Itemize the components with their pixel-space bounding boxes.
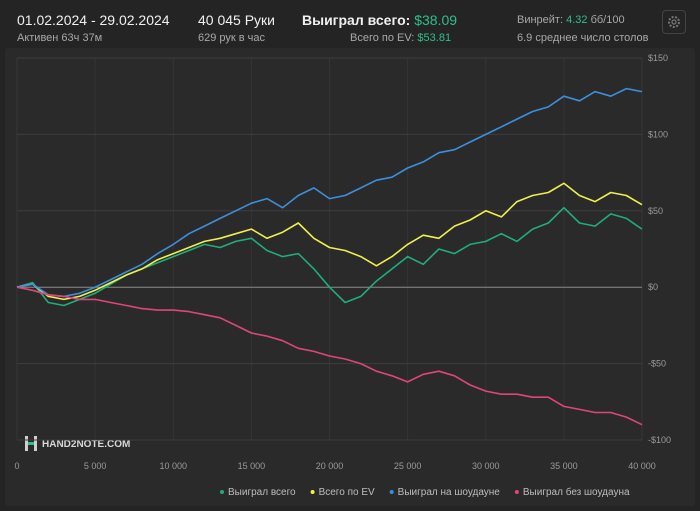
hands: 40 045 Руки <box>198 12 275 28</box>
legend-dot <box>310 490 315 494</box>
legend-item: Выиграл на шоудауне <box>389 487 501 498</box>
x-tick-label: 30 000 <box>472 461 500 471</box>
ev-total: Всего по EV: $53.81 <box>350 32 451 44</box>
x-tick-label: 5 000 <box>84 461 107 471</box>
legend-label: Выиграл на шоудауне <box>398 487 501 498</box>
ev-value: $53.81 <box>417 32 452 44</box>
x-tick-label: 0 <box>14 461 19 471</box>
y-tick-label: $0 <box>648 282 658 292</box>
settings-icon <box>668 16 680 28</box>
legend-dot <box>514 490 519 494</box>
series-line <box>16 182 643 301</box>
series-line <box>16 286 643 426</box>
x-tick-label: 40 000 <box>628 461 656 471</box>
x-tick-label: 35 000 <box>550 461 578 471</box>
x-tick-label: 10 000 <box>159 461 187 471</box>
winrate-unit: бб/100 <box>590 14 625 26</box>
winrate-label: Винрейт: <box>517 14 564 26</box>
legend-dot <box>220 490 224 494</box>
ev-label: Всего по EV: <box>350 32 415 44</box>
settings-button[interactable] <box>662 10 686 34</box>
won-total: Выиграл всего: $38.09 <box>302 12 457 28</box>
y-tick-label: $50 <box>648 206 663 216</box>
legend-label: Всего по EV <box>319 487 375 498</box>
hands-per-hour: 629 рук в час <box>198 32 266 44</box>
logo: HAND2NOTE.COM <box>25 436 130 451</box>
x-tick-label: 20 000 <box>316 461 344 471</box>
legend-dot <box>389 490 394 494</box>
won-label: Выиграл всего: <box>302 12 411 28</box>
date-range: 01.02.2024 - 29.02.2024 <box>17 12 170 28</box>
legend-label: Выиграл без шоудауна <box>523 486 630 498</box>
legend-item: Выиграл всего <box>220 487 296 498</box>
x-tick-label: 15 000 <box>238 461 266 471</box>
y-tick-label: -$50 <box>648 359 666 369</box>
tables: 6.9 среднее число столов <box>517 32 649 44</box>
legend-label: Выиграл всего <box>228 487 296 498</box>
winrate-value: 4.32 <box>566 14 588 26</box>
y-tick-label: $100 <box>648 129 668 139</box>
won-value: $38.09 <box>414 12 458 28</box>
legend-item: Выиграл без шоудауна <box>514 486 630 498</box>
series-line <box>16 87 643 298</box>
active-time: Активен 63ч 37м <box>17 32 103 44</box>
x-tick-label: 25 000 <box>394 461 422 471</box>
legend-item: Всего по EV <box>310 487 375 498</box>
y-tick-label: -$100 <box>648 435 671 445</box>
chart-panel <box>5 48 695 506</box>
logo-text: HAND2NOTE.COM <box>42 439 130 450</box>
y-tick-label: $150 <box>648 53 668 63</box>
winrate: Винрейт: 4.32 бб/100 <box>517 14 625 26</box>
